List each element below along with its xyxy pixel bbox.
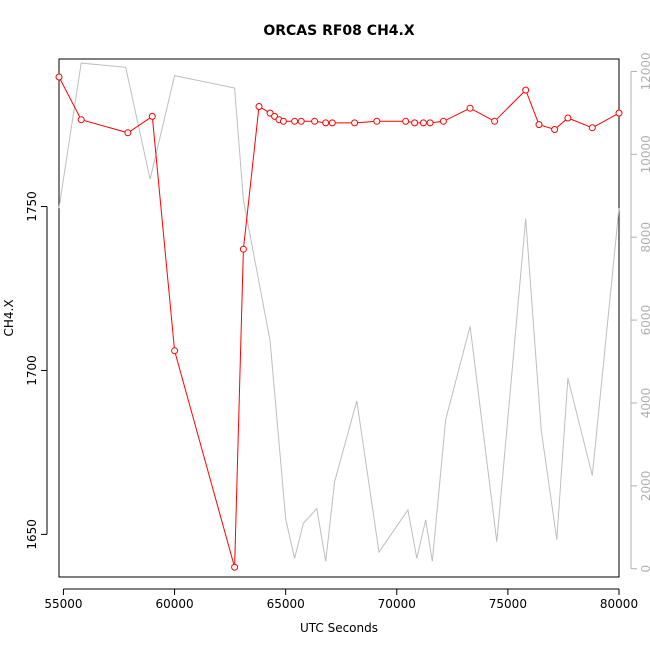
ch4-data-point [551, 126, 559, 133]
y-axis-right: 0 2000 4000 6000 8000 10000 12000 [630, 52, 650, 573]
chart-title: ORCAS RF08 CH4.X [263, 23, 414, 39]
ch4-data-point [439, 117, 447, 125]
x-tick-label: 55000 [44, 597, 82, 611]
x-tick-label: 60000 [155, 597, 193, 611]
ch4-data-point [171, 347, 179, 355]
x-axis-label: UTC Seconds [300, 621, 378, 635]
ch4-data-point [522, 86, 530, 94]
ch4-data-point [55, 73, 63, 81]
x-axis: 55000 60000 65000 70000 75000 80000 [44, 588, 638, 611]
ch4-data-point [311, 117, 319, 125]
y2-tick-label: 8000 [639, 222, 650, 253]
y-tick-label: 1650 [25, 519, 39, 550]
y2-tick-label: 6000 [639, 305, 650, 336]
ch4-data-point [328, 119, 336, 127]
ch4-data-point [148, 112, 156, 120]
x-tick-label: 75000 [489, 597, 527, 611]
y-tick-label: 1750 [25, 191, 39, 222]
y2-tick-label: 0 [639, 565, 650, 573]
ch4-series-line [58, 76, 620, 568]
x-tick-label: 80000 [600, 597, 638, 611]
y2-tick-label: 4000 [639, 388, 650, 419]
y-tick-label: 1700 [25, 355, 39, 386]
ch4-data-point [77, 116, 85, 124]
ch4-data-point [322, 119, 330, 127]
ch4-data-point [491, 117, 499, 125]
ch4-data-point [564, 114, 572, 122]
ch4-data-point [535, 121, 543, 129]
plot-area-frame [58, 58, 620, 578]
ch4-data-point [588, 124, 596, 132]
ch4-data-point [373, 117, 381, 125]
ch4-data-point [402, 117, 410, 125]
y2-tick-label: 10000 [639, 135, 650, 173]
ch4-data-point [239, 245, 247, 253]
ch4-data-point [351, 119, 359, 127]
ch4-data-point [411, 119, 419, 127]
ch4-data-point [615, 109, 623, 117]
x-tick-label: 70000 [378, 597, 416, 611]
ch4-data-point [297, 117, 305, 125]
y2-tick-label: 2000 [639, 471, 650, 502]
ch4-data-point [231, 563, 239, 571]
y-axis-label: CH4.X [2, 299, 16, 336]
ch4-data-point [466, 104, 474, 112]
ch4-data-point [291, 117, 299, 125]
ch4-data-point [255, 103, 263, 110]
y2-tick-label: 12000 [639, 52, 650, 90]
y-axis-left: 1650 1700 1750 [25, 191, 48, 550]
x-tick-label: 65000 [267, 597, 305, 611]
ch4-data-point [419, 119, 427, 127]
secondary-series-line [58, 62, 620, 562]
ch4-data-point [124, 129, 132, 137]
series-layer [55, 62, 623, 571]
ch4-data-point [279, 117, 287, 125]
ch4-data-point [426, 119, 434, 127]
